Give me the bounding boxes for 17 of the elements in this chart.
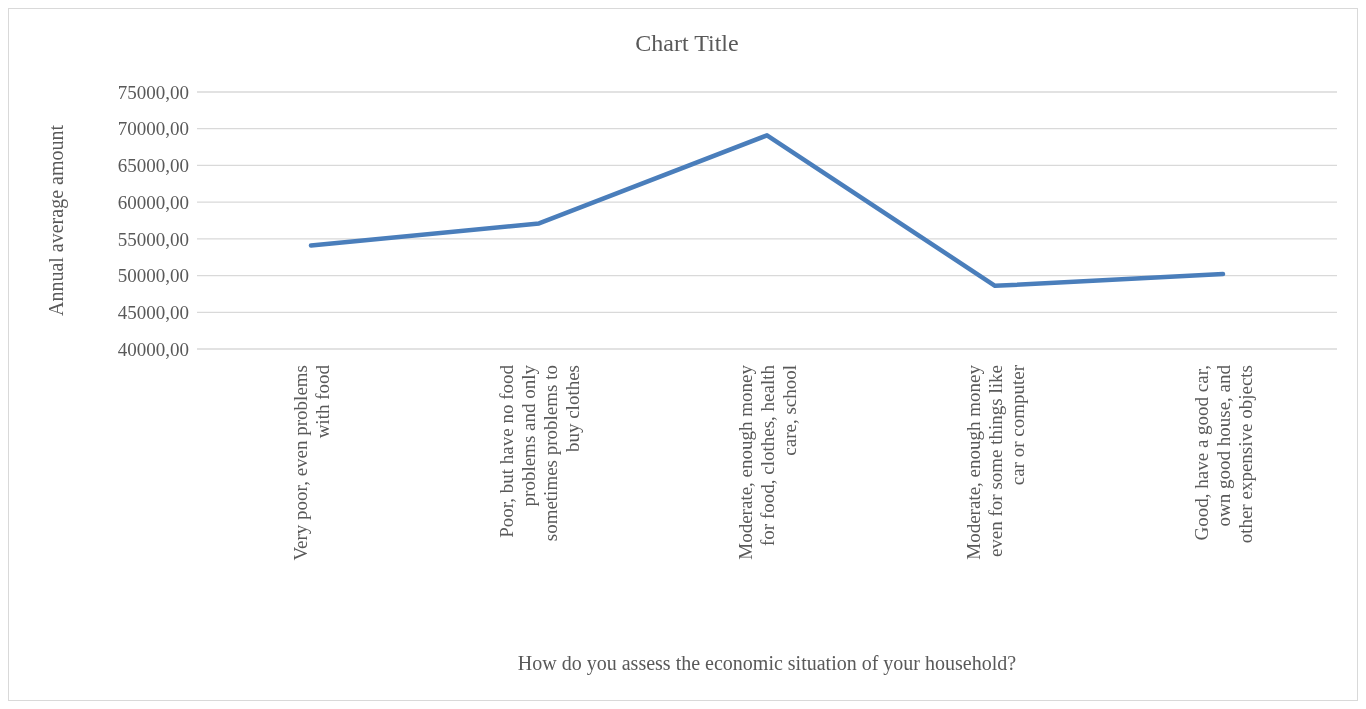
x-axis-title: How do you assess the economic situation of your household? bbox=[517, 652, 1017, 675]
x-tick-label: Moderate, enough money even for some things like car or computer bbox=[962, 364, 1028, 560]
y-tick-label: 55000,00 bbox=[117, 228, 189, 250]
y-tick-label: 45000,00 bbox=[117, 301, 189, 323]
line-series bbox=[308, 133, 1226, 289]
y-axis-title: Annual average amount bbox=[45, 124, 68, 317]
chart-title: Chart Title bbox=[635, 30, 739, 56]
x-tick-label: Poor, but have no food problems and only sometimes problems to buy clothes bbox=[495, 364, 583, 542]
x-tick-label: Good, have a good car, own good house, and other expensive objects bbox=[1190, 364, 1256, 544]
x-tick-label: Moderate, enough money for food, clothes, health care, school bbox=[734, 364, 800, 560]
y-tick-label: 40000,00 bbox=[117, 338, 189, 360]
y-tick-label: 70000,00 bbox=[117, 118, 189, 140]
y-tick-label: 60000,00 bbox=[117, 191, 189, 213]
y-tick-label: 75000,00 bbox=[117, 81, 189, 103]
y-tick-label: 50000,00 bbox=[117, 265, 189, 287]
x-tick-label: Very poor, even problems with food bbox=[289, 364, 333, 561]
y-tick-label: 65000,00 bbox=[117, 155, 189, 177]
